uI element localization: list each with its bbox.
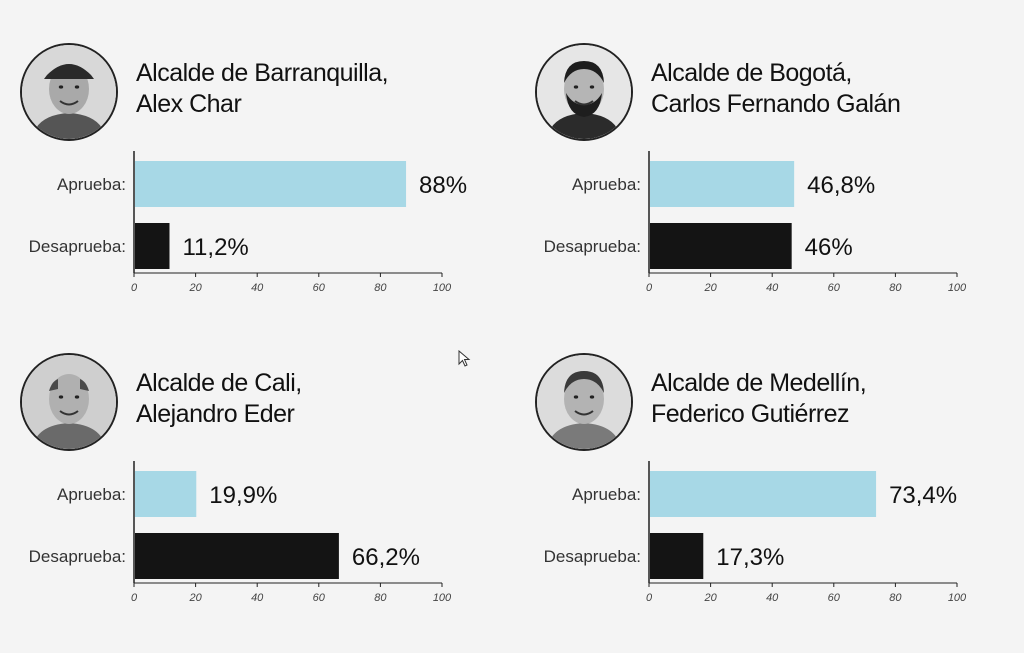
x-tick-label: 60 [828,282,841,294]
category-label: Desaprueba: [29,547,126,566]
bar-chart: Aprueba: 88% Desaprueba: 11,2% 0 20 40 60 80 100 [29,151,467,294]
title-line-2: Federico Gutiérrez [651,400,850,428]
chart-panel-barranquilla: Alcalde de Barranquilla, Alex Char Aprue… [20,43,500,343]
panel-title: Alcalde de Barranquilla, Alex Char [136,58,389,120]
data-label: 19,9% [209,482,277,509]
portrait-illustration [537,45,631,139]
x-tick-label: 0 [131,592,138,604]
category-label: Desaprueba: [544,237,641,256]
bar-desaprueba [650,223,792,269]
category-label: Aprueba: [572,485,641,504]
x-tick-label: 100 [948,592,967,604]
panel-title: Alcalde de Medellín, Federico Gutiérrez [651,368,867,430]
title-line-2: Carlos Fernando Galán [651,90,901,118]
bar-desaprueba [135,533,339,579]
x-tick-label: 20 [188,282,202,294]
x-tick-label: 20 [188,592,202,604]
data-label: 88% [419,172,467,199]
x-tick-label: 40 [251,592,264,604]
category-label: Aprueba: [572,175,641,194]
category-label: Aprueba: [57,485,126,504]
title-line-2: Alex Char [136,90,242,118]
category-label: Desaprueba: [29,237,126,256]
x-tick-label: 20 [703,592,717,604]
bar-aprueba [650,161,795,207]
bar-desaprueba [135,223,170,269]
bar-aprueba [650,471,877,517]
category-label: Aprueba: [57,175,126,194]
title-line-1: Alcalde de Medellín, [651,369,867,397]
bar-aprueba [135,471,197,517]
x-tick-label: 0 [131,282,138,294]
portrait-medellin-mayor [535,353,633,451]
data-label: 73,4% [889,482,957,509]
bar-chart: Aprueba: 46,8% Desaprueba: 46% 0 20 40 60 80 100 [544,151,967,294]
chart-panel-bogota: Alcalde de Bogotá, Carlos Fernando Galán… [535,43,1015,343]
data-label: 46% [805,234,853,261]
x-tick-label: 40 [766,282,779,294]
x-tick-label: 40 [251,282,264,294]
x-tick-label: 100 [433,282,452,294]
x-tick-label: 60 [828,592,841,604]
x-tick-label: 80 [889,592,902,604]
portrait-barranquilla-mayor [20,43,118,141]
data-label: 46,8% [807,172,875,199]
title-line-1: Alcalde de Bogotá, [651,59,852,87]
mouse-cursor-icon [458,350,471,367]
bar-aprueba [135,161,407,207]
bar-chart: Aprueba: 73,4% Desaprueba: 17,3% 0 20 40 60 80 10… [544,461,967,604]
x-tick-label: 0 [646,592,653,604]
x-tick-label: 80 [889,282,902,294]
x-tick-label: 60 [313,592,326,604]
title-line-2: Alejandro Eder [136,400,295,428]
x-tick-label: 60 [313,282,326,294]
panel-title: Alcalde de Cali, Alejandro Eder [136,368,302,430]
category-label: Desaprueba: [544,547,641,566]
bar-chart: Aprueba: 19,9% Desaprueba: 66,2% 0 20 40 60 80 10… [29,461,452,604]
x-tick-label: 20 [703,282,717,294]
portrait-illustration [22,355,116,449]
x-tick-label: 40 [766,592,779,604]
data-label: 11,2% [182,234,248,261]
bar-desaprueba [650,533,704,579]
chart-panel-medellin: Alcalde de Medellín, Federico Gutiérrez … [535,353,1015,653]
x-tick-label: 0 [646,282,653,294]
data-label: 17,3% [716,544,784,571]
panel-title: Alcalde de Bogotá, Carlos Fernando Galán [651,58,901,120]
title-line-1: Alcalde de Barranquilla, [136,59,389,87]
portrait-cali-mayor [20,353,118,451]
title-line-1: Alcalde de Cali, [136,369,302,397]
x-tick-label: 80 [374,592,387,604]
x-tick-label: 80 [374,282,387,294]
chart-panel-cali: Alcalde de Cali, Alejandro Eder Aprueba:… [20,353,500,653]
x-tick-label: 100 [948,282,967,294]
portrait-illustration [537,355,631,449]
portrait-illustration [22,45,116,139]
x-tick-label: 100 [433,592,452,604]
data-label: 66,2% [352,544,420,571]
portrait-bogota-mayor [535,43,633,141]
